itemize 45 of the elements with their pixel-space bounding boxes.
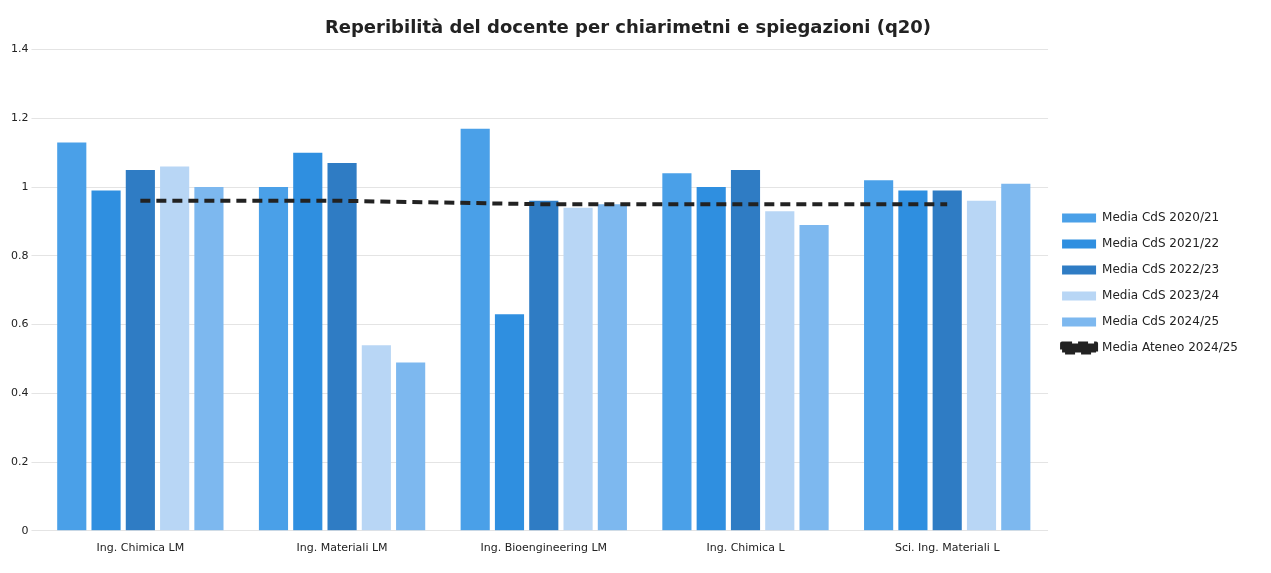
legend-label: Media CdS 2020/21 (1102, 210, 1220, 225)
bar (898, 190, 928, 531)
legend-label: Media CdS 2022/23 (1102, 262, 1220, 277)
bar (396, 362, 426, 531)
y-tick-label: 0.6 (10, 317, 29, 331)
bar (765, 211, 795, 531)
x-tick-label: Ing. Materiali LM (296, 541, 388, 555)
bar (864, 180, 894, 531)
bar (494, 314, 525, 531)
x-tick-label: Ing. Bioengineering LM (480, 541, 608, 555)
bar (932, 190, 962, 531)
y-tick-label: 0 (21, 523, 29, 537)
y-tick-label: 1 (21, 179, 29, 193)
bar (57, 142, 87, 531)
bar (361, 345, 391, 531)
bar (91, 190, 121, 531)
bar (194, 187, 224, 531)
bar (696, 187, 726, 531)
y-tick-label: 1.2 (10, 111, 29, 125)
legend-label: Media CdS 2021/22 (1102, 236, 1220, 251)
legend-label: Media CdS 2023/24 (1102, 288, 1220, 303)
x-tick-label: Ing. Chimica L (706, 541, 786, 555)
legend-label: Media CdS 2024/25 (1102, 314, 1220, 329)
chart-title: Reperibilità del docente per chiarimetni e spiegazioni (q20) (324, 16, 932, 38)
bar (730, 169, 761, 531)
y-tick-label: 0.4 (10, 386, 29, 400)
bar (460, 128, 490, 531)
bar (966, 200, 997, 531)
y-tick-label: 0.8 (10, 248, 29, 262)
bar (662, 173, 692, 531)
bar (529, 200, 559, 531)
y-tick-label: 1.4 (10, 42, 29, 56)
bar (258, 187, 289, 531)
bar (799, 224, 829, 531)
legend-label: Media Ateneo 2024/25 (1102, 340, 1238, 355)
bar (327, 163, 357, 531)
bar (1001, 183, 1031, 531)
x-tick-label: Sci. Ing. Materiali L (894, 541, 1001, 555)
bar (293, 152, 323, 531)
bar (125, 169, 155, 531)
y-tick-label: 0.2 (10, 454, 29, 468)
bar (563, 207, 593, 531)
x-tick-label: Ing. Chimica LM (96, 541, 185, 555)
bar (160, 166, 190, 531)
bar (597, 204, 627, 531)
